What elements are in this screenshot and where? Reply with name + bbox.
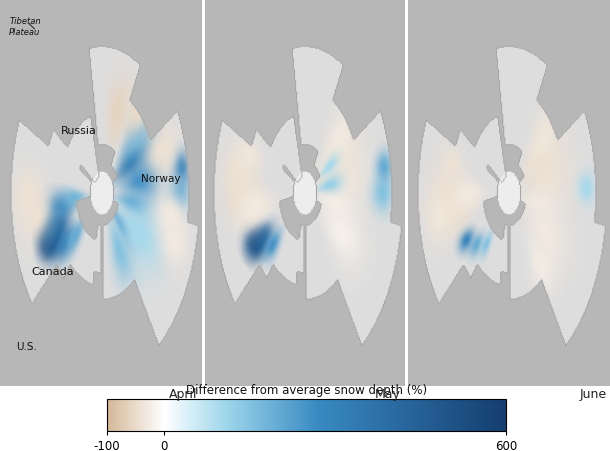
Text: Canada: Canada — [32, 267, 74, 277]
Text: May: May — [375, 388, 401, 401]
Text: U.S.: U.S. — [16, 342, 37, 352]
Text: June: June — [580, 388, 607, 401]
Text: Russia: Russia — [61, 126, 97, 136]
Text: April: April — [169, 388, 197, 401]
Text: Tibetan
Plateau: Tibetan Plateau — [9, 17, 41, 37]
Title: Difference from average snow depth (%): Difference from average snow depth (%) — [186, 384, 427, 396]
Text: Norway: Norway — [142, 174, 181, 184]
